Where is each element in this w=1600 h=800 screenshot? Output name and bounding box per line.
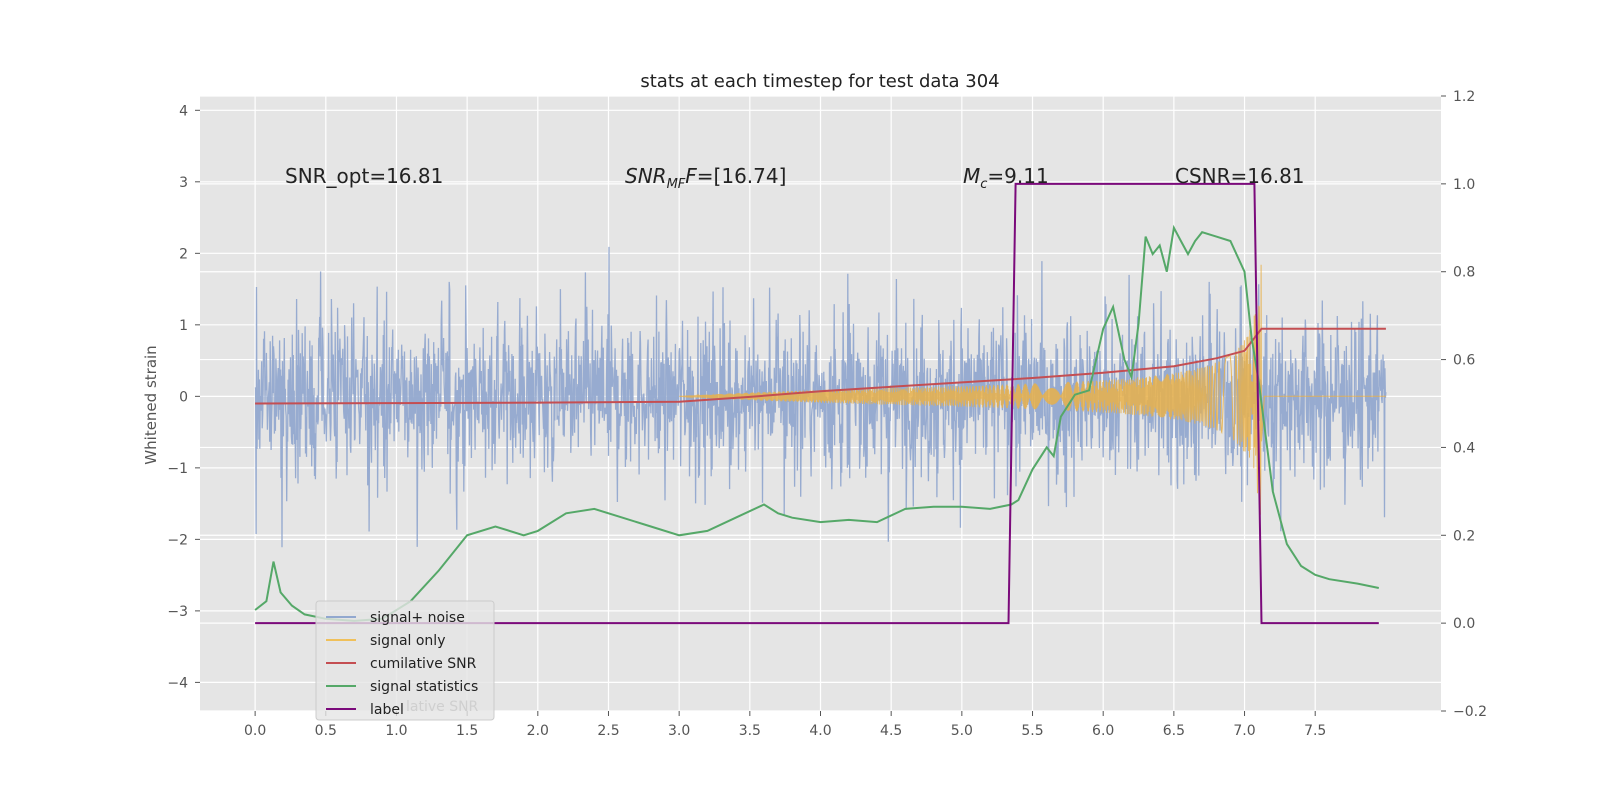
legend: lative SNR signal+ noise signal only cum… (315, 600, 495, 721)
legend-entry-cumulative-snr: cumilative SNR (326, 656, 477, 672)
annotations: SNR_opt=16.81 SNRMFF=[16.74] Mc=9.11 CSN… (285, 164, 1305, 192)
x-tick-label: 4.5 (880, 723, 902, 739)
annotation-mc: Mc=9.11 (963, 164, 1049, 192)
annotation-snr-mf-sub: MF (667, 177, 686, 192)
x-tick-label: 2.5 (597, 723, 619, 739)
legend-entry-signal-statistics: signal statistics (326, 679, 478, 695)
legend-frame (315, 600, 495, 721)
annotation-mc-main: M (963, 164, 980, 188)
legend-ghost-text: lative SNR (406, 699, 479, 715)
y-tick-label-left: −4 (167, 675, 188, 691)
x-tick-label: 3.0 (668, 723, 690, 739)
legend-entry-label: label (326, 702, 404, 718)
y-tick-label-left: 0 (179, 389, 188, 405)
series-signal-only (679, 264, 1386, 515)
x-tick-label: 2.0 (527, 723, 549, 739)
annotation-mc-tail: =9.11 (987, 164, 1048, 188)
annotation-csnr: CSNR=16.81 (1175, 164, 1305, 188)
x-tick-label: 5.0 (951, 723, 973, 739)
series-cumulative-snr (255, 327, 1386, 405)
x-tick-label: 0.5 (315, 723, 337, 739)
legend-label-signal-noise: signal+ noise (370, 610, 465, 626)
annotation-snr-mf: SNRMFF=[16.74] (625, 164, 786, 192)
y-tick-label-left: −2 (167, 532, 188, 548)
x-tick-label: 7.5 (1304, 723, 1326, 739)
legend-label-cumulative-snr: cumilative SNR (370, 656, 477, 672)
y-tick-label-left: 2 (179, 246, 188, 262)
legend-label-label: label (370, 702, 404, 718)
y-tick-label-right: 0.2 (1453, 528, 1475, 544)
y-tick-label-right: 1.2 (1453, 89, 1475, 105)
x-tick-label: 4.0 (809, 723, 831, 739)
grid (200, 95, 1441, 712)
legend-entry-signal-noise: signal+ noise (326, 610, 465, 626)
x-tick-label: 1.0 (385, 723, 407, 739)
x-tick-label: 5.5 (1021, 723, 1043, 739)
x-tick-label: 0.0 (244, 723, 266, 739)
legend-label-signal-statistics: signal statistics (370, 679, 478, 695)
y-tick-label-left: −1 (167, 461, 188, 477)
y-tick-label-left: 4 (179, 103, 188, 119)
y-tick-label-right: 0.8 (1453, 265, 1475, 281)
y-tick-label-right: 0.4 (1453, 440, 1475, 456)
y-tick-label-right: −0.2 (1453, 704, 1487, 720)
series-label (255, 182, 1379, 625)
annotation-snr-mf-tail: =[16.74] (697, 164, 787, 188)
annotation-snr-mf-f: F (685, 164, 697, 188)
annotation-snr-mf-main: SNR (625, 164, 667, 188)
chart-title: stats at each timestep for test data 304 (640, 71, 999, 92)
y-tick-label-left: −3 (167, 604, 188, 620)
y-tick-label-right: 0.0 (1453, 616, 1475, 632)
y-tick-label-left: 3 (179, 175, 188, 191)
y-tick-label-right: 0.6 (1453, 353, 1475, 369)
annotation-snr-opt: SNR_opt=16.81 (285, 164, 443, 188)
y-axis-label: Whitened strain (142, 345, 160, 464)
ticks: 0.0 0.5 1.0 1.5 2.0 2.5 3.0 3.5 4.0 4.5 5.0 5.5 6.0 6… (167, 89, 1487, 739)
x-tick-label: 6.0 (1092, 723, 1114, 739)
x-tick-label: 1.5 (456, 723, 478, 739)
x-tick-label: 7.0 (1233, 723, 1255, 739)
annotation-mc-sub: c (980, 177, 987, 192)
x-tick-label: 6.5 (1163, 723, 1185, 739)
series-layer (254, 182, 1387, 625)
series-signal-statistics (254, 224, 1380, 622)
x-tick-label: 3.5 (739, 723, 761, 739)
legend-label-signal-only: signal only (370, 633, 445, 649)
y-tick-label-right: 1.0 (1453, 177, 1475, 193)
legend-entry-signal-only: signal only (326, 633, 445, 649)
y-tick-label-left: 1 (179, 318, 188, 334)
